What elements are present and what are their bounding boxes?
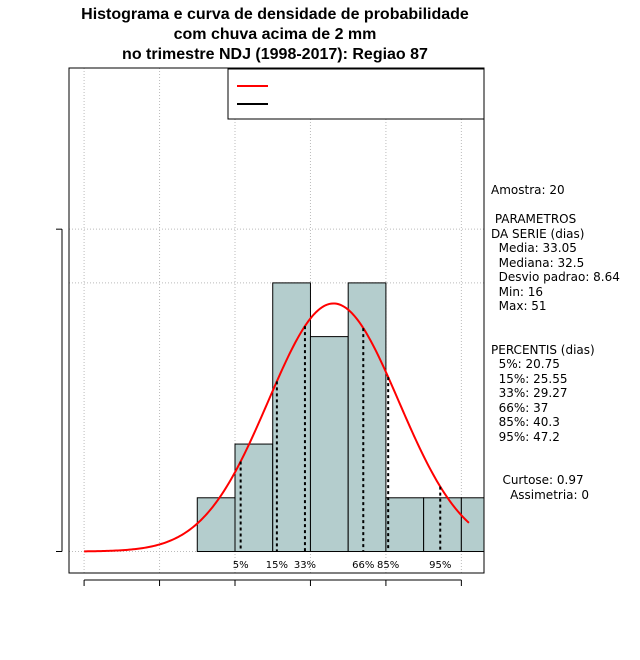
percentile-label-2: 33% [294, 560, 316, 571]
stats-line: Amostra: 20 [491, 183, 565, 197]
stats-line: 5%: 20.75 [491, 357, 560, 371]
chart-title-line-2: com chuva acima de 2 mm [173, 26, 377, 43]
stats-line: Curtose: 0.97 [491, 473, 584, 487]
stats-line [491, 444, 620, 459]
stats-line [491, 459, 620, 474]
legend-box [227, 68, 485, 120]
histogram-bar-7 [460, 497, 484, 553]
stats-line: Min: 16 [491, 284, 544, 299]
percentile-label-4: 85% [377, 560, 399, 571]
histogram-bar-0 [196, 497, 236, 553]
chart-title-line-1: Histograma e curva de densidade de proba… [81, 6, 469, 23]
stats-line: DA SERIE (dias) [491, 226, 585, 241]
stats-line: PARAMETROS [491, 212, 577, 226]
plot-frame [68, 67, 485, 574]
histogram-bar-5 [385, 497, 425, 553]
percentile-label-1: 15% [266, 560, 288, 571]
percentile-label-0: 5% [233, 560, 249, 571]
stats-line: Media: 33.05 [491, 241, 577, 255]
stats-line: 33%: 29.27 [491, 386, 568, 400]
histogram-bar-4 [347, 282, 387, 553]
statistics-panel: Amostra: 20 PARAMETROS DA SERIE (dias) Me… [491, 183, 620, 502]
stats-line: Mediana: 32.5 [491, 255, 585, 270]
histogram-bar-6 [423, 497, 462, 553]
stats-line: 15%: 25.55 [491, 371, 568, 386]
stats-line [491, 198, 620, 213]
stats-line: Desvio padrao: 8.64 [491, 270, 620, 284]
percentile-label-5: 95% [429, 560, 451, 571]
histogram-bar-3 [309, 336, 349, 553]
stats-line: PERCENTIS (dias) [491, 342, 595, 357]
percentile-label-3: 66% [352, 560, 374, 571]
stats-line [491, 328, 620, 343]
stats-line: 85%: 40.3 [491, 415, 560, 429]
stats-line: 95%: 47.2 [491, 429, 560, 444]
stats-line: Assimetria: 0 [491, 487, 590, 502]
stats-line: 66%: 37 [491, 400, 549, 415]
chart-title-line-3: no trimestre NDJ (1998-2017): Regiao 87 [122, 46, 428, 63]
stats-line [491, 314, 620, 329]
stats-line: Max: 51 [491, 299, 547, 313]
